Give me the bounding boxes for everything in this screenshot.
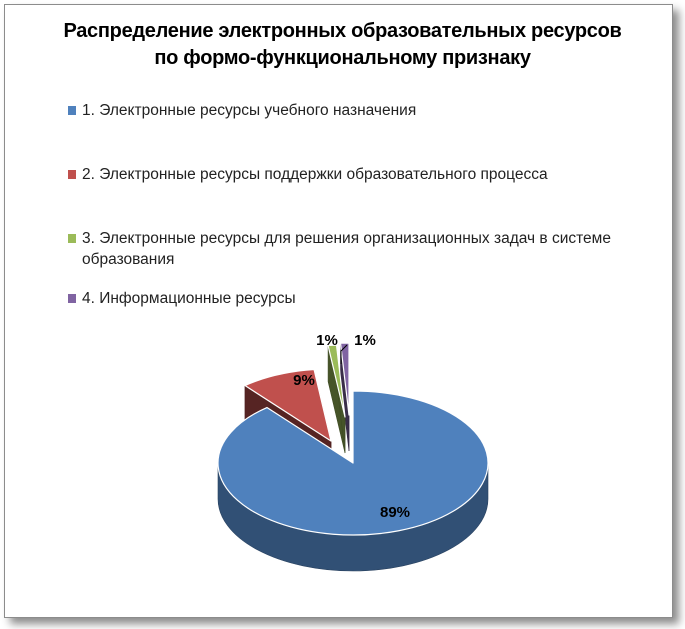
data-label-3: 1% xyxy=(316,332,338,349)
legend-swatch-1 xyxy=(68,106,76,115)
legend-swatch-4 xyxy=(68,294,76,303)
pie-slice-3 xyxy=(327,344,346,454)
data-label-1: 89% xyxy=(380,504,410,521)
pie-slice-4 xyxy=(339,342,350,452)
pie-slice-1 xyxy=(217,390,489,572)
legend-swatch-3 xyxy=(68,234,76,243)
data-label-2: 9% xyxy=(293,372,315,389)
leader-line-4 xyxy=(340,344,348,364)
legend-label-3: 3. Электронные ресурсы для решения орган… xyxy=(82,230,611,268)
data-label-4: 1% xyxy=(354,332,376,349)
legend-label-1: 1. Электронные ресурсы учебного назначен… xyxy=(82,102,417,119)
legend-label-4: 4. Информационные ресурсы xyxy=(82,290,296,307)
legend-label-2: 2. Электронные ресурсы поддержки образов… xyxy=(82,166,548,183)
chart-title: Распределение электронных образовательны… xyxy=(63,20,622,69)
legend-swatch-2 xyxy=(68,170,76,179)
